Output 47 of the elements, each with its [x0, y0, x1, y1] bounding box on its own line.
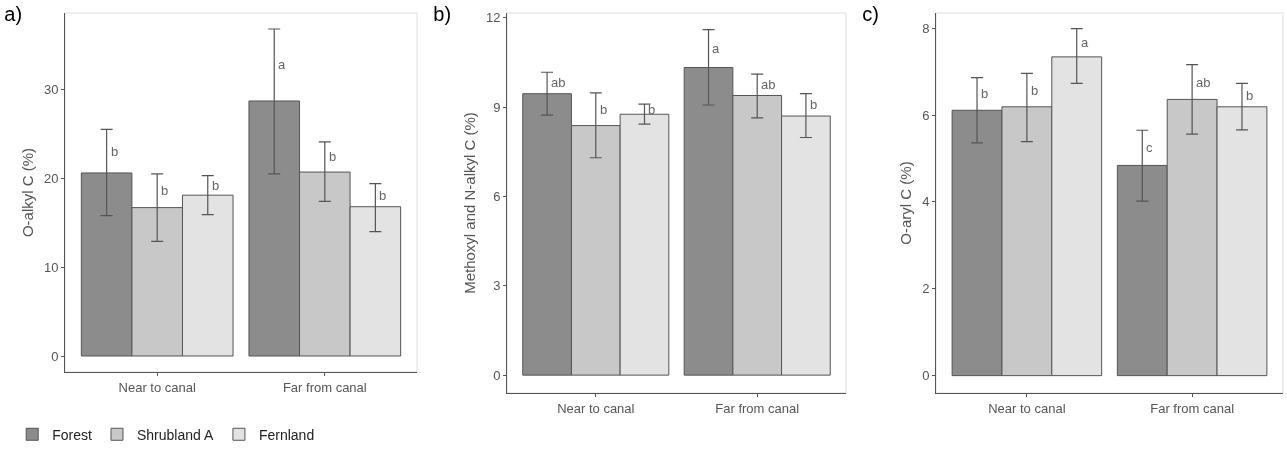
y-tick-label: 0 — [51, 348, 59, 364]
data-label: a — [278, 57, 286, 72]
data-label: ab — [551, 75, 566, 90]
y-tick-label: 6 — [922, 107, 930, 123]
y-tick-label: 20 — [43, 170, 59, 186]
y-tick-label: 9 — [493, 99, 501, 115]
data-label: a — [712, 41, 720, 56]
y-tick-label: 10 — [43, 259, 59, 275]
x-tick-label: Far from canal — [282, 379, 367, 395]
data-label: b — [1246, 88, 1254, 103]
y-tick-label: 2 — [922, 281, 930, 297]
chart-title: a) — [4, 2, 23, 25]
y-axis-title: O-aryl C (%) — [897, 161, 915, 245]
chart-title: b) — [433, 2, 452, 25]
data-label: b — [329, 149, 337, 164]
x-tick-label: Near to canal — [988, 400, 1066, 416]
data-label: ab — [1196, 75, 1211, 90]
y-axis-title: Methoxyl and N-alkyl C (%) — [461, 112, 479, 294]
x-tick-label: Far from canal — [1150, 400, 1235, 416]
legend-label: Forest — [52, 426, 92, 443]
legend-label: Shrubland A — [136, 426, 214, 443]
x-tick-label: Far from canal — [715, 400, 800, 416]
data-label: b — [111, 144, 119, 159]
data-label: b — [379, 188, 387, 203]
y-tick-label: 8 — [922, 20, 930, 36]
data-label: b — [648, 102, 656, 117]
data-label: ab — [761, 77, 776, 92]
y-tick-label: 0 — [493, 367, 501, 383]
data-label: b — [600, 102, 608, 117]
legend-label: Fernland — [258, 426, 315, 443]
data-label: b — [810, 97, 818, 112]
y-tick-label: 4 — [922, 194, 930, 210]
chart-title: c) — [862, 2, 879, 25]
x-tick-label: Near to canal — [118, 379, 196, 395]
y-tick-label: 3 — [493, 278, 501, 294]
data-label: a — [1081, 35, 1089, 50]
data-label: b — [212, 178, 220, 193]
data-label: b — [161, 183, 169, 198]
y-axis-title: O-alkyl C (%) — [19, 147, 37, 238]
y-tick-label: 12 — [485, 10, 501, 26]
x-tick-label: Near to canal — [557, 400, 635, 416]
data-label: b — [1031, 83, 1039, 98]
y-tick-label: 30 — [43, 81, 59, 97]
data-label: c — [1146, 140, 1153, 155]
data-label: b — [981, 86, 989, 101]
y-tick-label: 0 — [922, 368, 930, 384]
y-tick-label: 6 — [493, 189, 501, 204]
